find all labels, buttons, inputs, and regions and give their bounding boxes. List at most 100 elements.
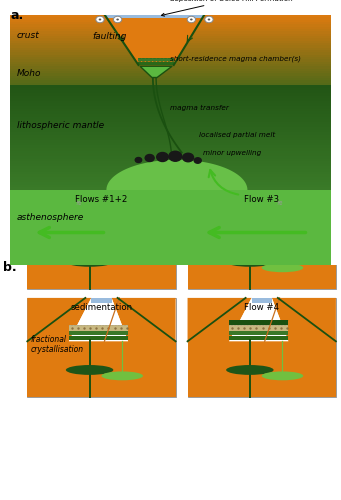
Polygon shape: [69, 190, 128, 233]
Polygon shape: [106, 15, 203, 65]
Polygon shape: [10, 146, 331, 148]
Polygon shape: [112, 298, 176, 342]
FancyBboxPatch shape: [188, 298, 336, 396]
Polygon shape: [27, 342, 176, 396]
Polygon shape: [10, 114, 331, 116]
Polygon shape: [10, 71, 331, 74]
Polygon shape: [10, 18, 331, 20]
Polygon shape: [91, 298, 112, 304]
Polygon shape: [229, 228, 288, 232]
Polygon shape: [10, 34, 331, 36]
Polygon shape: [229, 223, 288, 228]
Polygon shape: [10, 124, 331, 127]
Polygon shape: [10, 66, 331, 68]
Polygon shape: [10, 85, 331, 87]
Circle shape: [135, 158, 142, 162]
Polygon shape: [10, 153, 331, 156]
Ellipse shape: [66, 365, 113, 375]
Polygon shape: [10, 156, 331, 158]
Polygon shape: [10, 57, 331, 59]
Polygon shape: [10, 148, 331, 150]
Polygon shape: [10, 190, 331, 265]
Polygon shape: [229, 190, 288, 233]
Polygon shape: [10, 20, 331, 22]
Polygon shape: [10, 140, 331, 143]
Polygon shape: [10, 90, 331, 93]
Polygon shape: [138, 58, 174, 60]
Polygon shape: [10, 101, 331, 103]
Polygon shape: [69, 331, 128, 336]
Circle shape: [99, 18, 101, 20]
FancyBboxPatch shape: [27, 298, 176, 396]
Polygon shape: [91, 190, 112, 195]
Circle shape: [205, 16, 213, 22]
Polygon shape: [229, 336, 288, 340]
Text: Moho: Moho: [17, 69, 41, 78]
Polygon shape: [252, 298, 272, 304]
Polygon shape: [10, 172, 331, 174]
Polygon shape: [10, 29, 331, 32]
Text: b.: b.: [3, 261, 17, 274]
Polygon shape: [10, 182, 331, 184]
Polygon shape: [10, 24, 331, 26]
Text: short-residence magma chamber(s): short-residence magma chamber(s): [170, 55, 301, 62]
Polygon shape: [10, 164, 331, 166]
Polygon shape: [272, 190, 336, 233]
Polygon shape: [10, 62, 331, 64]
Polygon shape: [10, 143, 331, 146]
Ellipse shape: [66, 257, 113, 267]
Polygon shape: [229, 298, 288, 342]
Polygon shape: [10, 177, 331, 180]
Polygon shape: [106, 15, 203, 18]
Polygon shape: [252, 190, 272, 195]
Polygon shape: [10, 26, 331, 29]
Polygon shape: [69, 298, 128, 342]
Polygon shape: [229, 320, 288, 325]
Text: lithospheric mantle: lithospheric mantle: [17, 120, 104, 130]
Polygon shape: [10, 46, 331, 48]
Polygon shape: [10, 40, 331, 43]
Text: deposition of Ooloo Hill Formation: deposition of Ooloo Hill Formation: [161, 0, 294, 16]
Polygon shape: [10, 112, 331, 114]
Polygon shape: [10, 78, 331, 80]
Polygon shape: [10, 93, 331, 96]
Polygon shape: [10, 108, 331, 112]
Circle shape: [190, 18, 193, 20]
Polygon shape: [10, 122, 331, 124]
Polygon shape: [10, 76, 331, 78]
Text: ≋: ≋: [75, 200, 81, 206]
Polygon shape: [188, 298, 252, 342]
Polygon shape: [10, 36, 331, 38]
Polygon shape: [10, 98, 331, 101]
Polygon shape: [10, 32, 331, 34]
Polygon shape: [10, 116, 331, 119]
Polygon shape: [10, 184, 331, 188]
Polygon shape: [10, 60, 331, 62]
Polygon shape: [10, 64, 331, 66]
Polygon shape: [112, 190, 176, 233]
Polygon shape: [10, 138, 331, 140]
Polygon shape: [140, 66, 172, 78]
Polygon shape: [106, 160, 248, 190]
Text: sedimentation: sedimentation: [70, 302, 133, 312]
Ellipse shape: [262, 264, 303, 272]
Polygon shape: [188, 233, 336, 288]
Text: asthenosphere: asthenosphere: [17, 213, 84, 222]
FancyBboxPatch shape: [188, 190, 336, 288]
Polygon shape: [272, 298, 336, 342]
Text: fractional
crystallisation: fractional crystallisation: [31, 335, 84, 354]
Circle shape: [183, 153, 194, 162]
Text: Flow #3: Flow #3: [244, 194, 279, 203]
Polygon shape: [10, 48, 331, 50]
Polygon shape: [10, 96, 331, 98]
Text: Flow #4: Flow #4: [244, 302, 279, 312]
Polygon shape: [69, 325, 128, 330]
FancyBboxPatch shape: [27, 190, 176, 288]
Circle shape: [116, 18, 119, 20]
Text: magma transfer: magma transfer: [170, 105, 229, 111]
Polygon shape: [10, 80, 331, 82]
Text: ≋: ≋: [277, 200, 282, 206]
Circle shape: [114, 16, 122, 22]
Polygon shape: [10, 54, 331, 57]
Polygon shape: [10, 119, 331, 122]
